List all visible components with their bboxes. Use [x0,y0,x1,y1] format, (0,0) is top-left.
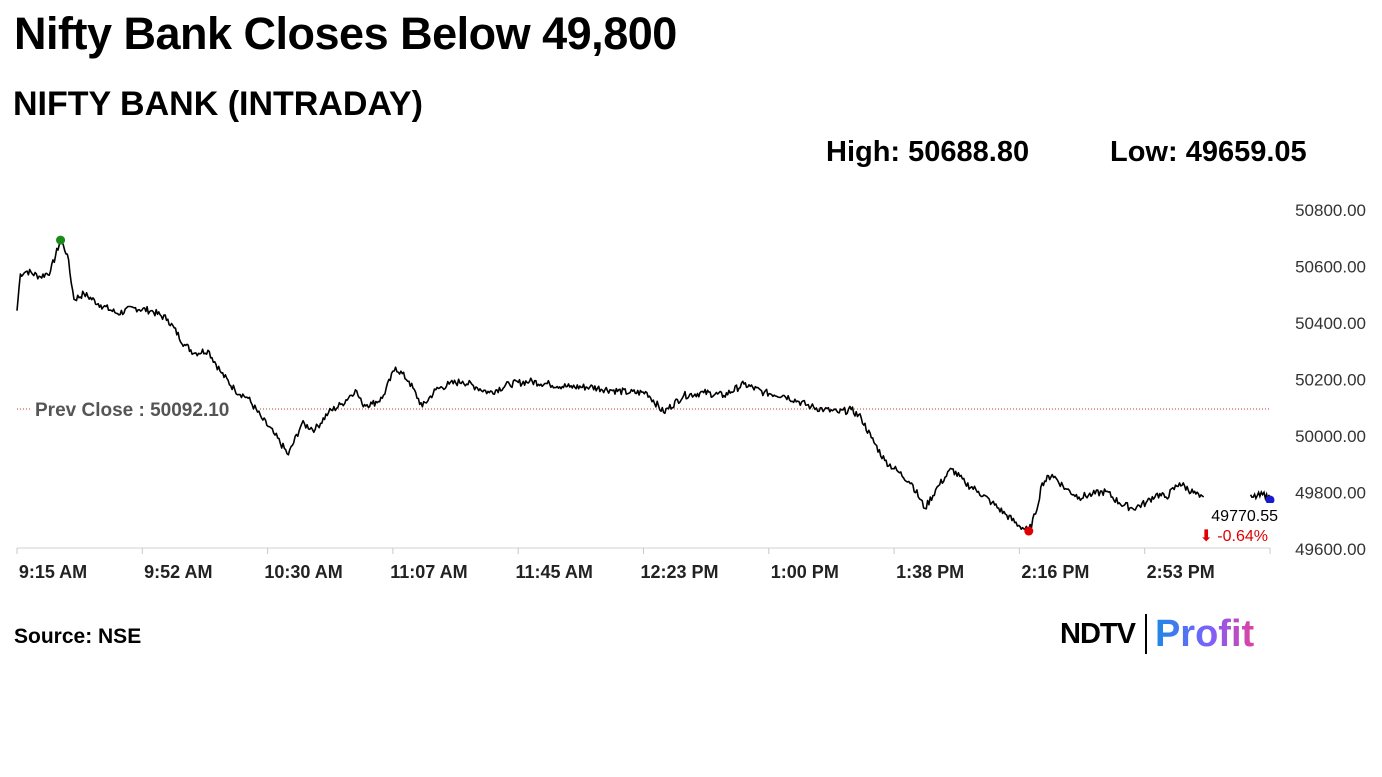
day-low: Low: 49659.05 [1110,136,1307,168]
y-tick-label: 50200.00 [1295,371,1366,390]
high-marker [56,235,66,245]
price-line [16,239,1205,532]
x-tick-label: 9:52 AM [144,562,212,582]
x-axis: 9:15 AM 9:52 AM 10:30 AM 11:07 AM 11:45 AM 12… [16,547,1271,582]
x-tick-label: 2:16 PM [1021,562,1089,582]
ndtv-profit-logo: NDTV Profit [1060,612,1254,656]
headline: Nifty Bank Closes Below 49,800 [14,8,677,59]
markers: 49770.55 ⬇ -0.64% [56,235,1282,545]
x-tick-label: 11:45 AM [516,562,593,582]
series [16,239,1271,532]
source-note: Source: NSE [14,625,142,648]
prev-close-label: Prev Close : 50092.10 [35,400,229,421]
y-tick-label: 49800.00 [1295,484,1366,503]
chart-subheading: NIFTY BANK (INTRADAY) [13,85,423,123]
last-marker [1265,495,1275,505]
y-axis-ticks: 50800.00 50600.00 50400.00 50200.00 50000.00… [1295,201,1366,559]
x-tick-label: 11:07 AM [390,562,467,582]
last-value-label: 49770.55 [1211,508,1278,525]
logo-divider [1144,614,1147,654]
y-tick-label: 49600.00 [1295,540,1366,559]
y-tick-label: 50600.00 [1295,258,1366,277]
prev-close-line: Prev Close : 50092.10 [17,394,1270,421]
y-tick-label: 50000.00 [1295,427,1366,446]
prev-close-label-bg [30,394,258,419]
logo-ndtv: NDTV [1060,617,1136,650]
intraday-line-chart: 50800.00 50600.00 50400.00 50200.00 50000.00… [16,201,1366,582]
x-tick-label: 10:30 AM [264,562,342,582]
x-tick-label: 1:00 PM [771,562,839,582]
last-value-bg [1196,503,1282,545]
y-tick-label: 50400.00 [1295,314,1366,333]
y-tick-label: 50800.00 [1295,201,1366,220]
x-tick-label: 9:15 AM [19,562,87,582]
x-tick-label: 2:53 PM [1147,562,1215,582]
logo-profit: Profit [1154,612,1255,655]
x-tick-label: 12:23 PM [640,562,718,582]
last-change-label: ⬇ -0.64% [1199,528,1268,545]
day-high: High: 50688.80 [826,136,1030,168]
low-marker [1024,526,1034,536]
x-tick-label: 1:38 PM [896,562,964,582]
